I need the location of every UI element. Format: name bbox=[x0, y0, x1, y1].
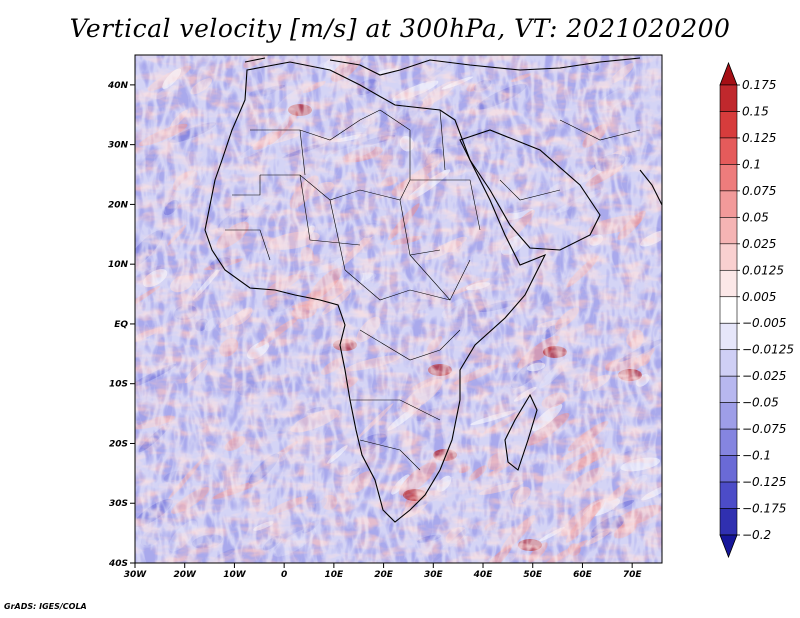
y-tick-label: 20N bbox=[108, 200, 129, 210]
colorbar-label: 0.005 bbox=[742, 290, 776, 304]
x-tick-label: 10W bbox=[223, 570, 247, 580]
colorbar-segment bbox=[719, 481, 738, 509]
europe-coastline bbox=[244, 57, 641, 76]
x-tick-label: 20W bbox=[173, 570, 197, 580]
x-tick-label: 10E bbox=[325, 570, 345, 580]
y-tick-label: 10S bbox=[109, 380, 128, 390]
x-tick-label: 0 bbox=[281, 570, 287, 580]
colorbar-label: 0.05 bbox=[742, 210, 769, 224]
colorbar-segment bbox=[719, 508, 738, 536]
x-tick-label: 50E bbox=[523, 570, 543, 580]
y-tick-label: 20S bbox=[109, 439, 128, 449]
colorbar-label: 0.025 bbox=[742, 237, 776, 251]
country-borders bbox=[225, 109, 641, 471]
colorbar-label: −0.0125 bbox=[742, 343, 794, 357]
x-tick-label: 40E bbox=[473, 570, 494, 580]
y-tick-label: 30N bbox=[108, 141, 129, 151]
colorbar-segment bbox=[719, 428, 738, 456]
colorbar-segment bbox=[719, 164, 738, 192]
colorbar-segment bbox=[719, 375, 738, 403]
credit-label: GrADS: IGES/COLA bbox=[4, 602, 87, 611]
colorbar-segment bbox=[719, 455, 738, 483]
colorbar-label: −0.075 bbox=[742, 422, 786, 436]
x-tick-label: 60E bbox=[573, 570, 593, 580]
colorbar-bottom-arrow bbox=[719, 534, 738, 559]
colorbar-label: −0.025 bbox=[742, 369, 786, 383]
colorbar: 0.175 0.15 0.125 0.1 0.075 0.05 0.025 0.0125 0.0… bbox=[719, 61, 794, 559]
y-tick-label: 10N bbox=[108, 260, 129, 270]
colorbar-segment bbox=[719, 190, 738, 218]
colorbar-segment bbox=[719, 243, 738, 271]
y-tick-label: 30S bbox=[109, 499, 128, 509]
colorbar-segment bbox=[719, 137, 738, 165]
field-texture-white bbox=[135, 55, 662, 563]
colorbar-label: −0.05 bbox=[742, 396, 779, 410]
map-panel bbox=[135, 55, 662, 563]
x-tick-label: 70E bbox=[623, 570, 643, 580]
colorbar-label: −0.175 bbox=[742, 502, 786, 516]
colorbar-segment bbox=[719, 217, 738, 245]
colorbar-segment bbox=[719, 402, 738, 430]
colorbar-label: 0.075 bbox=[742, 184, 776, 198]
colorbar-label: 0.125 bbox=[742, 131, 776, 145]
africa-coastline bbox=[204, 61, 547, 523]
colorbar-segment bbox=[719, 269, 738, 298]
colorbar-label: 0.175 bbox=[742, 78, 776, 92]
map-title: Vertical velocity [m/s] at 300hPa, VT: 2… bbox=[69, 14, 731, 43]
coastlines bbox=[204, 57, 662, 523]
y-tick-label: EQ bbox=[114, 320, 128, 330]
y-tick-label: 40S bbox=[108, 559, 128, 569]
colorbar-label: −0.1 bbox=[742, 449, 771, 463]
map-frame bbox=[134, 54, 663, 564]
border-lines bbox=[225, 109, 641, 471]
colorbar-label: 0.15 bbox=[742, 105, 769, 119]
madagascar-coastline bbox=[504, 393, 538, 471]
x-tick-label: 20E bbox=[374, 570, 394, 580]
arabia-coastline bbox=[459, 129, 601, 251]
india-coastline bbox=[639, 169, 662, 206]
colorbar-label: −0.005 bbox=[742, 316, 786, 330]
x-axis: 30W 20W 10W 0 10E 20E 30E 40E 50E 60E 70E bbox=[124, 563, 643, 580]
colorbar-segment bbox=[719, 111, 738, 139]
colorbar-label: 0.0125 bbox=[742, 263, 784, 277]
colorbar-top-arrow bbox=[719, 61, 738, 86]
colorbar-label: −0.2 bbox=[742, 528, 771, 542]
colorbar-label: −0.125 bbox=[742, 475, 786, 489]
x-tick-label: 30E bbox=[424, 570, 444, 580]
y-axis: 40N 30N 20N 10N EQ 10S 20S 30S 40S bbox=[107, 81, 135, 569]
colorbar-segment bbox=[719, 322, 738, 351]
colorbar-segment bbox=[719, 84, 738, 112]
colorbar-segment bbox=[719, 349, 738, 377]
colorbar-label: 0.1 bbox=[742, 157, 761, 171]
y-tick-label: 40N bbox=[107, 81, 129, 91]
x-tick-label: 30W bbox=[124, 570, 148, 580]
colorbar-segment bbox=[719, 296, 738, 324]
